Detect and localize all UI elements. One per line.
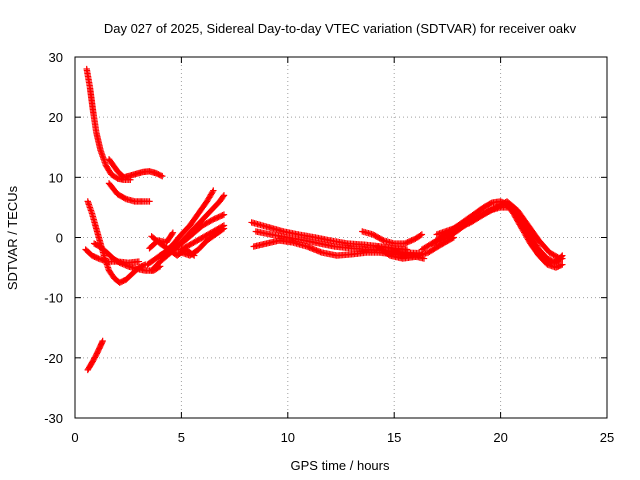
series-arc-day-hump <box>359 228 426 247</box>
x-tick-label: 5 <box>178 430 185 445</box>
y-tick-label: -30 <box>44 411 63 426</box>
x-tick-label: 15 <box>387 430 401 445</box>
data-point <box>157 172 165 179</box>
data-point <box>418 231 426 238</box>
y-tick-label: -10 <box>44 291 63 306</box>
data-point <box>220 192 228 199</box>
data-point <box>117 260 125 267</box>
data-points <box>82 65 566 374</box>
y-axis-label: SDTVAR / TECUs <box>5 185 20 290</box>
x-axis-label: GPS time / hours <box>291 458 390 473</box>
data-point <box>122 261 129 269</box>
data-point <box>461 221 469 229</box>
series-arc-rise-a <box>144 187 217 268</box>
y-tick-label: 30 <box>49 50 63 65</box>
data-point <box>169 229 177 236</box>
data-point <box>417 232 424 239</box>
data-point <box>544 255 551 262</box>
series-arc-cluster-b <box>146 229 177 252</box>
data-point <box>454 225 462 232</box>
data-point <box>460 222 467 230</box>
y-tick-label: 0 <box>56 231 63 246</box>
x-tick-label: 10 <box>281 430 295 445</box>
data-point <box>459 223 466 230</box>
data-point <box>209 188 216 196</box>
data-point <box>219 212 226 219</box>
y-tick-label: 20 <box>49 110 63 125</box>
series-arc-evening-d <box>454 198 564 262</box>
data-point <box>556 255 564 262</box>
data-point <box>555 254 563 262</box>
data-point <box>545 256 553 263</box>
data-point <box>457 223 465 231</box>
data-point <box>99 337 106 345</box>
x-tick-label: 25 <box>600 430 614 445</box>
series-arc-upper-hump <box>105 156 166 181</box>
x-tick-label: 0 <box>71 430 78 445</box>
data-point <box>190 252 198 259</box>
data-point <box>135 258 143 265</box>
x-tick-label: 20 <box>493 430 507 445</box>
series-arc-low <box>84 337 106 374</box>
data-point <box>220 211 228 218</box>
data-point <box>559 261 566 268</box>
data-point <box>220 225 228 232</box>
series-arc-upper-flat <box>105 180 153 205</box>
data-point <box>547 256 554 264</box>
data-point <box>463 221 470 228</box>
data-point <box>168 230 176 238</box>
data-point <box>159 172 166 180</box>
data-point <box>464 220 472 227</box>
data-point <box>119 260 126 268</box>
series-arc-rise-c <box>156 211 228 259</box>
data-point <box>548 257 555 264</box>
axis-ticks: 0 5 10 15 20 25 -30 -20 -10 0 10 20 30 <box>44 50 614 445</box>
data-point <box>219 226 226 233</box>
y-tick-label: 10 <box>49 170 63 185</box>
data-point <box>219 193 227 200</box>
data-point <box>123 262 130 269</box>
series-arc-mid-mound <box>90 240 164 274</box>
data-point <box>210 187 217 194</box>
data-point <box>456 224 463 232</box>
chart-title: Day 027 of 2025, Sidereal Day-to-day VTE… <box>104 21 577 36</box>
data-point <box>189 251 197 258</box>
data-point <box>146 198 153 205</box>
y-tick-label: -20 <box>44 351 63 366</box>
series-arc-dip <box>373 234 457 262</box>
data-point <box>379 236 386 243</box>
data-point <box>120 261 128 268</box>
data-point <box>557 261 565 269</box>
data-point <box>116 259 123 266</box>
